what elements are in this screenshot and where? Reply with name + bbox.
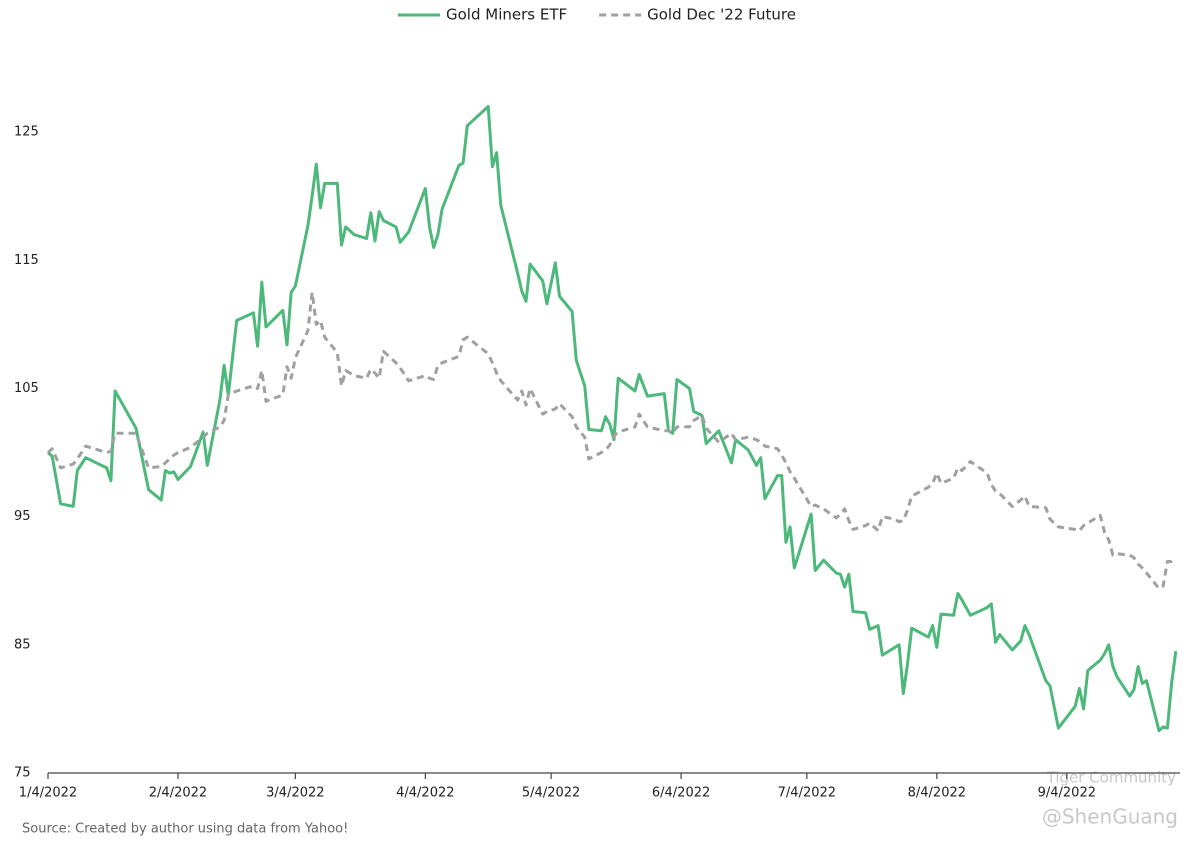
x-tick-label: 5/4/2022 <box>522 786 580 801</box>
legend-label: Gold Miners ETF <box>446 6 567 24</box>
x-tick-label: 4/4/2022 <box>396 786 454 801</box>
y-tick-label: 115 <box>14 253 39 268</box>
y-tick-label: 85 <box>14 637 31 652</box>
series-line <box>46 290 1177 590</box>
series-line <box>46 105 1178 733</box>
x-tick-label: 3/4/2022 <box>266 786 324 801</box>
y-tick-label: 75 <box>14 766 31 781</box>
source-note: Source: Created by author using data fro… <box>22 822 348 837</box>
x-tick-label: 1/4/2022 <box>19 786 77 801</box>
x-tick-label: 2/4/2022 <box>149 786 207 801</box>
watermark: Tiger Community <box>1046 769 1176 787</box>
x-tick-label: 7/4/2022 <box>778 786 836 801</box>
y-tick-label: 105 <box>14 381 39 396</box>
y-tick-label: 95 <box>14 509 31 524</box>
legend-label: Gold Dec '22 Future <box>647 6 796 24</box>
x-tick-label: 6/4/2022 <box>652 786 710 801</box>
watermark: @ShenGuang <box>1042 805 1178 829</box>
y-tick-label: 125 <box>14 125 39 140</box>
x-tick-label: 9/4/2022 <box>1038 786 1096 801</box>
x-tick-label: 8/4/2022 <box>908 786 966 801</box>
